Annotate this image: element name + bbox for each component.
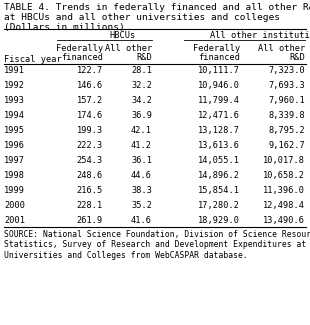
Text: at HBCUs and all other universities and colleges: at HBCUs and all other universities and …: [4, 13, 280, 22]
Text: 41.6: 41.6: [131, 216, 152, 225]
Text: 216.5: 216.5: [77, 186, 103, 195]
Text: financed: financed: [198, 53, 240, 62]
Text: 34.2: 34.2: [131, 96, 152, 105]
Text: Federally: Federally: [56, 44, 103, 53]
Text: 261.9: 261.9: [77, 216, 103, 225]
Text: (Dollars in millions): (Dollars in millions): [4, 23, 125, 32]
Text: 174.6: 174.6: [77, 111, 103, 120]
Text: Fiscal year: Fiscal year: [4, 55, 62, 64]
Text: 228.1: 228.1: [77, 201, 103, 210]
Text: 1995: 1995: [4, 126, 25, 135]
Text: 11,396.0: 11,396.0: [263, 186, 305, 195]
Text: 8,339.8: 8,339.8: [268, 111, 305, 120]
Text: 11,799.4: 11,799.4: [198, 96, 240, 105]
Text: 9,162.7: 9,162.7: [268, 141, 305, 150]
Text: 18,929.0: 18,929.0: [198, 216, 240, 225]
Text: 13,128.7: 13,128.7: [198, 126, 240, 135]
Text: 10,658.2: 10,658.2: [263, 171, 305, 180]
Text: TABLE 4. Trends in federally financed and all other R&D expenditures: TABLE 4. Trends in federally financed an…: [4, 3, 310, 12]
Text: All other institutions: All other institutions: [210, 31, 310, 40]
Text: 14,896.2: 14,896.2: [198, 171, 240, 180]
Text: 35.2: 35.2: [131, 201, 152, 210]
Text: Federally: Federally: [193, 44, 240, 53]
Text: 13,490.6: 13,490.6: [263, 216, 305, 225]
Text: 122.7: 122.7: [77, 66, 103, 75]
Text: 17,280.2: 17,280.2: [198, 201, 240, 210]
Text: 42.1: 42.1: [131, 126, 152, 135]
Text: 2000: 2000: [4, 201, 25, 210]
Text: 146.6: 146.6: [77, 81, 103, 90]
Text: 10,946.0: 10,946.0: [198, 81, 240, 90]
Text: 254.3: 254.3: [77, 156, 103, 165]
Text: 1993: 1993: [4, 96, 25, 105]
Text: 36.9: 36.9: [131, 111, 152, 120]
Text: 1994: 1994: [4, 111, 25, 120]
Text: 1998: 1998: [4, 171, 25, 180]
Text: 13,613.6: 13,613.6: [198, 141, 240, 150]
Text: HBCUs: HBCUs: [109, 31, 136, 40]
Text: 1996: 1996: [4, 141, 25, 150]
Text: 1991: 1991: [4, 66, 25, 75]
Text: All other: All other: [258, 44, 305, 53]
Text: 10,111.7: 10,111.7: [198, 66, 240, 75]
Text: financed: financed: [61, 53, 103, 62]
Text: 12,471.6: 12,471.6: [198, 111, 240, 120]
Text: 1997: 1997: [4, 156, 25, 165]
Text: 1999: 1999: [4, 186, 25, 195]
Text: R&D: R&D: [136, 53, 152, 62]
Text: 248.6: 248.6: [77, 171, 103, 180]
Text: 12,498.4: 12,498.4: [263, 201, 305, 210]
Text: SOURCE: National Science Foundation, Division of Science Resources
Statistics, S: SOURCE: National Science Foundation, Div…: [4, 230, 310, 260]
Text: 7,323.0: 7,323.0: [268, 66, 305, 75]
Text: 44.6: 44.6: [131, 171, 152, 180]
Text: All other: All other: [105, 44, 152, 53]
Text: 32.2: 32.2: [131, 81, 152, 90]
Text: 38.3: 38.3: [131, 186, 152, 195]
Text: R&D: R&D: [289, 53, 305, 62]
Text: 7,693.3: 7,693.3: [268, 81, 305, 90]
Text: 28.1: 28.1: [131, 66, 152, 75]
Text: 10,017.8: 10,017.8: [263, 156, 305, 165]
Text: 222.3: 222.3: [77, 141, 103, 150]
Text: 199.3: 199.3: [77, 126, 103, 135]
Text: 15,854.1: 15,854.1: [198, 186, 240, 195]
Text: 157.2: 157.2: [77, 96, 103, 105]
Text: 41.2: 41.2: [131, 141, 152, 150]
Text: 36.1: 36.1: [131, 156, 152, 165]
Text: 7,960.1: 7,960.1: [268, 96, 305, 105]
Text: 2001: 2001: [4, 216, 25, 225]
Text: 1992: 1992: [4, 81, 25, 90]
Text: 8,795.2: 8,795.2: [268, 126, 305, 135]
Text: 14,055.1: 14,055.1: [198, 156, 240, 165]
